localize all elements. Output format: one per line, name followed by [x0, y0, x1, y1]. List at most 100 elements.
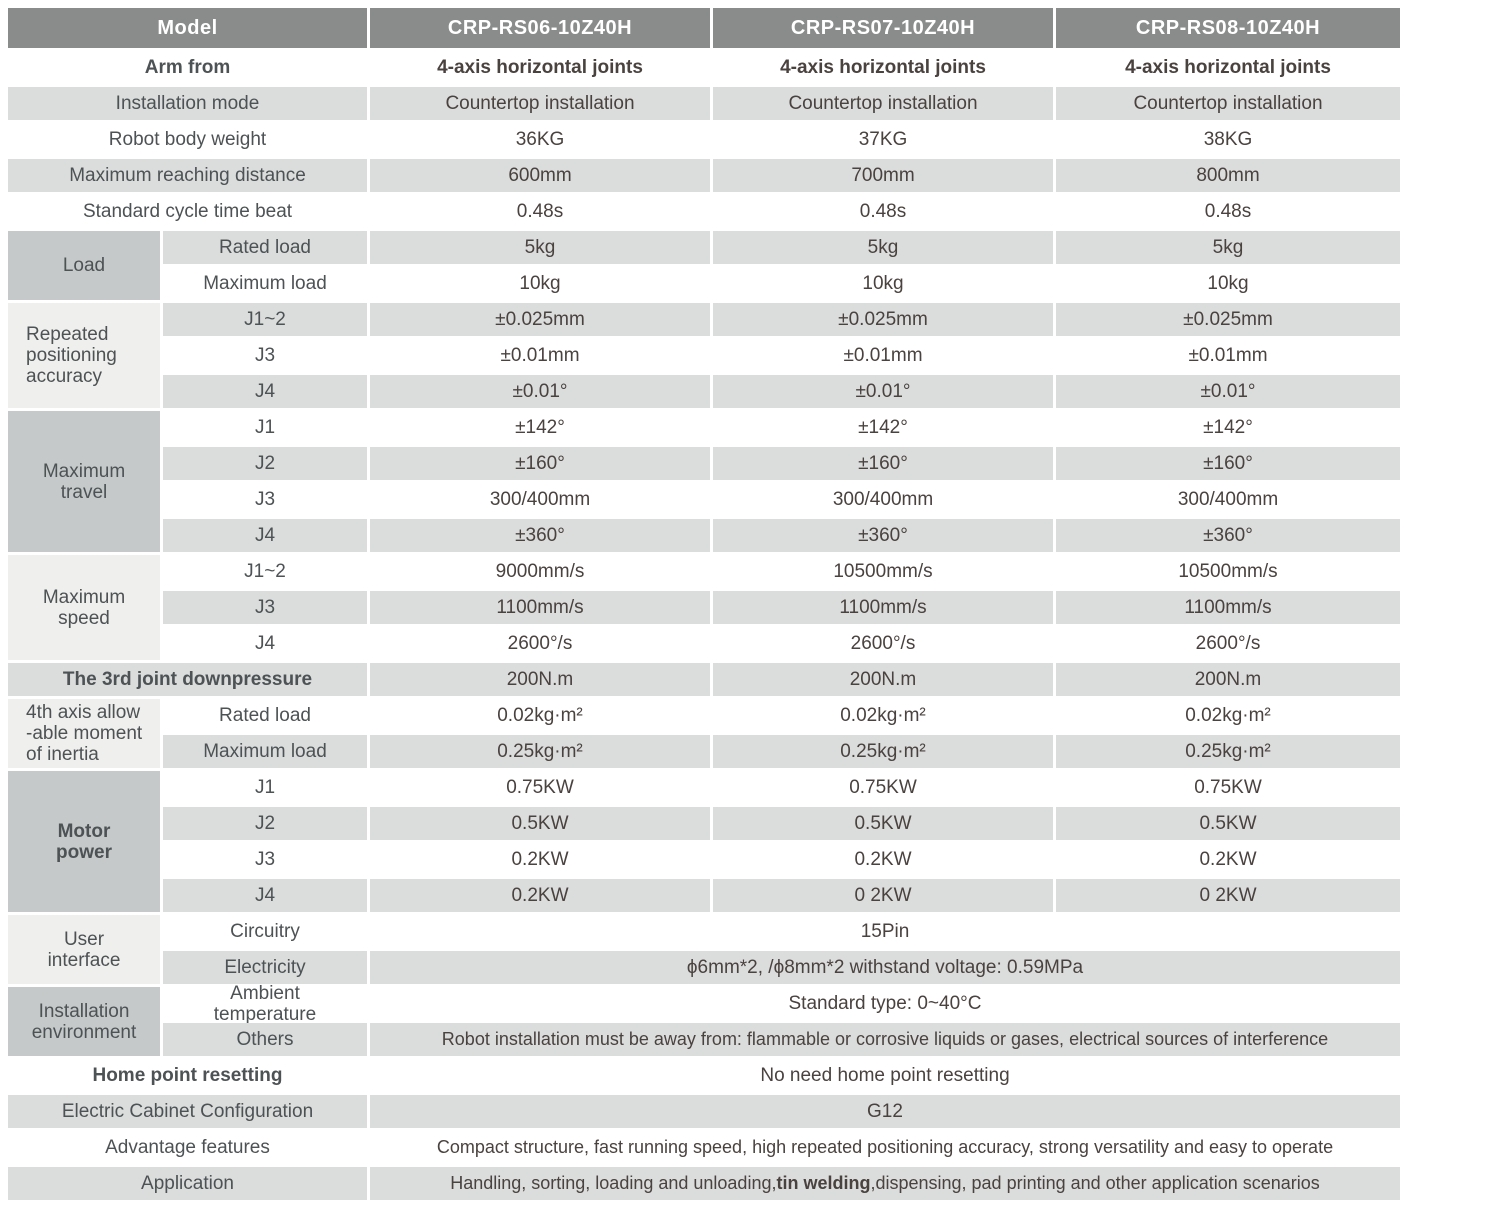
- motor-j1-value-0: 0.75KW: [370, 771, 710, 804]
- travel-j1-value-0: ±142°: [370, 411, 710, 444]
- speed-j4-value-1: 2600°/s: [713, 627, 1053, 660]
- cabinet-label: Electric Cabinet Configuration: [8, 1095, 367, 1128]
- speed-j4-value-0: 2600°/s: [370, 627, 710, 660]
- speed-j12-label: J1~2: [163, 555, 367, 588]
- travel-j4-value-1: ±360°: [713, 519, 1053, 552]
- travel-j3-value-1: 300/400mm: [713, 483, 1053, 516]
- application-label: Application: [8, 1167, 367, 1200]
- travel-j1-value-1: ±142°: [713, 411, 1053, 444]
- travel-j3-value-2: 300/400mm: [1056, 483, 1400, 516]
- inertia-rated-label: Rated load: [163, 699, 367, 732]
- travel-j2-label: J2: [163, 447, 367, 480]
- installation-mode-value-2: Countertop installation: [1056, 87, 1400, 120]
- arm-from-value-1: 4-axis horizontal joints: [713, 51, 1053, 84]
- maximum-load-value-1: 10kg: [713, 267, 1053, 300]
- model-name-rs07: CRP-RS07-10Z40H: [713, 8, 1053, 48]
- accuracy-j3-label: J3: [163, 339, 367, 372]
- model-header-label: Model: [8, 8, 367, 48]
- motor-j2-value-1: 0.5KW: [713, 807, 1053, 840]
- arm-from-label: Arm from: [8, 51, 367, 84]
- home-point-value: No need home point resetting: [370, 1059, 1400, 1092]
- travel-j1-label: J1: [163, 411, 367, 444]
- maximum-load-value-2: 10kg: [1056, 267, 1400, 300]
- travel-j1-value-2: ±142°: [1056, 411, 1400, 444]
- user-interface-category: User interface: [8, 915, 160, 984]
- accuracy-j12-value-2: ±0.025mm: [1056, 303, 1400, 336]
- electricity-label: Electricity: [163, 951, 367, 984]
- downpressure-value-0: 200N.m: [370, 663, 710, 696]
- motor-j4-value-0: 0.2KW: [370, 879, 710, 912]
- inertia-rated-value-0: 0.02kg·m²: [370, 699, 710, 732]
- installation-mode-value-1: Countertop installation: [713, 87, 1053, 120]
- others-label: Others: [163, 1023, 367, 1056]
- others-value: Robot installation must be away from: fl…: [370, 1023, 1400, 1056]
- circuitry-label: Circuitry: [163, 915, 367, 948]
- inertia-maximum-value-1: 0.25kg·m²: [713, 735, 1053, 768]
- speed-j12-value-1: 10500mm/s: [713, 555, 1053, 588]
- accuracy-j3-value-2: ±0.01mm: [1056, 339, 1400, 372]
- accuracy-category: Repeated positioning accuracy: [8, 303, 160, 408]
- spec-table: Model CRP-RS06-10Z40H CRP-RS07-10Z40H CR…: [8, 8, 1400, 1200]
- motor-j1-value-1: 0.75KW: [713, 771, 1053, 804]
- motor-power-category: Motor power: [8, 771, 160, 912]
- accuracy-j12-value-0: ±0.025mm: [370, 303, 710, 336]
- travel-category: Maximum travel: [8, 411, 160, 552]
- accuracy-j4-value-0: ±0.01°: [370, 375, 710, 408]
- motor-j2-value-0: 0.5KW: [370, 807, 710, 840]
- max-reach-value-2: 800mm: [1056, 159, 1400, 192]
- travel-j4-value-0: ±360°: [370, 519, 710, 552]
- ambient-temperature-value: Standard type: 0~40°C: [370, 987, 1400, 1020]
- motor-j3-value-0: 0.2KW: [370, 843, 710, 876]
- advantage-value: Compact structure, fast running speed, h…: [370, 1131, 1400, 1164]
- speed-j3-value-1: 1100mm/s: [713, 591, 1053, 624]
- motor-j3-value-1: 0.2KW: [713, 843, 1053, 876]
- speed-category: Maximum speed: [8, 555, 160, 660]
- travel-j2-value-2: ±160°: [1056, 447, 1400, 480]
- body-weight-label: Robot body weight: [8, 123, 367, 156]
- inertia-category: 4th axis allow -able moment of inertia: [8, 699, 160, 768]
- travel-j3-value-0: 300/400mm: [370, 483, 710, 516]
- maximum-load-label: Maximum load: [163, 267, 367, 300]
- travel-j2-value-1: ±160°: [713, 447, 1053, 480]
- downpressure-value-2: 200N.m: [1056, 663, 1400, 696]
- application-value-suffix: ,dispensing, pad printing and other appl…: [870, 1173, 1320, 1193]
- accuracy-j4-label: J4: [163, 375, 367, 408]
- travel-j2-value-0: ±160°: [370, 447, 710, 480]
- accuracy-j12-value-1: ±0.025mm: [713, 303, 1053, 336]
- application-value-prefix: Handling, sorting, loading and unloading…: [450, 1173, 777, 1193]
- circuitry-value: 15Pin: [370, 915, 1400, 948]
- travel-j4-value-2: ±360°: [1056, 519, 1400, 552]
- arm-from-value-2: 4-axis horizontal joints: [1056, 51, 1400, 84]
- application-value-bold: tin welding: [776, 1173, 871, 1193]
- speed-j12-value-2: 10500mm/s: [1056, 555, 1400, 588]
- motor-j3-value-2: 0.2KW: [1056, 843, 1400, 876]
- maximum-load-value-0: 10kg: [370, 267, 710, 300]
- rated-load-value-0: 5kg: [370, 231, 710, 264]
- rated-load-value-1: 5kg: [713, 231, 1053, 264]
- max-reach-value-0: 600mm: [370, 159, 710, 192]
- inertia-rated-value-1: 0.02kg·m²: [713, 699, 1053, 732]
- downpressure-value-1: 200N.m: [713, 663, 1053, 696]
- body-weight-value-0: 36KG: [370, 123, 710, 156]
- inertia-maximum-label: Maximum load: [163, 735, 367, 768]
- speed-j4-value-2: 2600°/s: [1056, 627, 1400, 660]
- cycle-time-value-2: 0.48s: [1056, 195, 1400, 228]
- advantage-label: Advantage features: [8, 1131, 367, 1164]
- rated-load-label: Rated load: [163, 231, 367, 264]
- motor-j1-label: J1: [163, 771, 367, 804]
- motor-j3-label: J3: [163, 843, 367, 876]
- load-category: Load: [8, 231, 160, 300]
- inertia-rated-value-2: 0.02kg·m²: [1056, 699, 1400, 732]
- motor-j4-label: J4: [163, 879, 367, 912]
- electricity-value: ϕ6mm*2, /ϕ8mm*2 withstand voltage: 0.59M…: [370, 951, 1400, 984]
- cabinet-value: G12: [370, 1095, 1400, 1128]
- arm-from-value-0: 4-axis horizontal joints: [370, 51, 710, 84]
- environment-category: Installation environment: [8, 987, 160, 1056]
- motor-j1-value-2: 0.75KW: [1056, 771, 1400, 804]
- speed-j12-value-0: 9000mm/s: [370, 555, 710, 588]
- body-weight-value-1: 37KG: [713, 123, 1053, 156]
- speed-j3-value-0: 1100mm/s: [370, 591, 710, 624]
- inertia-maximum-value-2: 0.25kg·m²: [1056, 735, 1400, 768]
- ambient-temperature-label: Ambient temperature: [163, 983, 367, 1025]
- cycle-time-label: Standard cycle time beat: [8, 195, 367, 228]
